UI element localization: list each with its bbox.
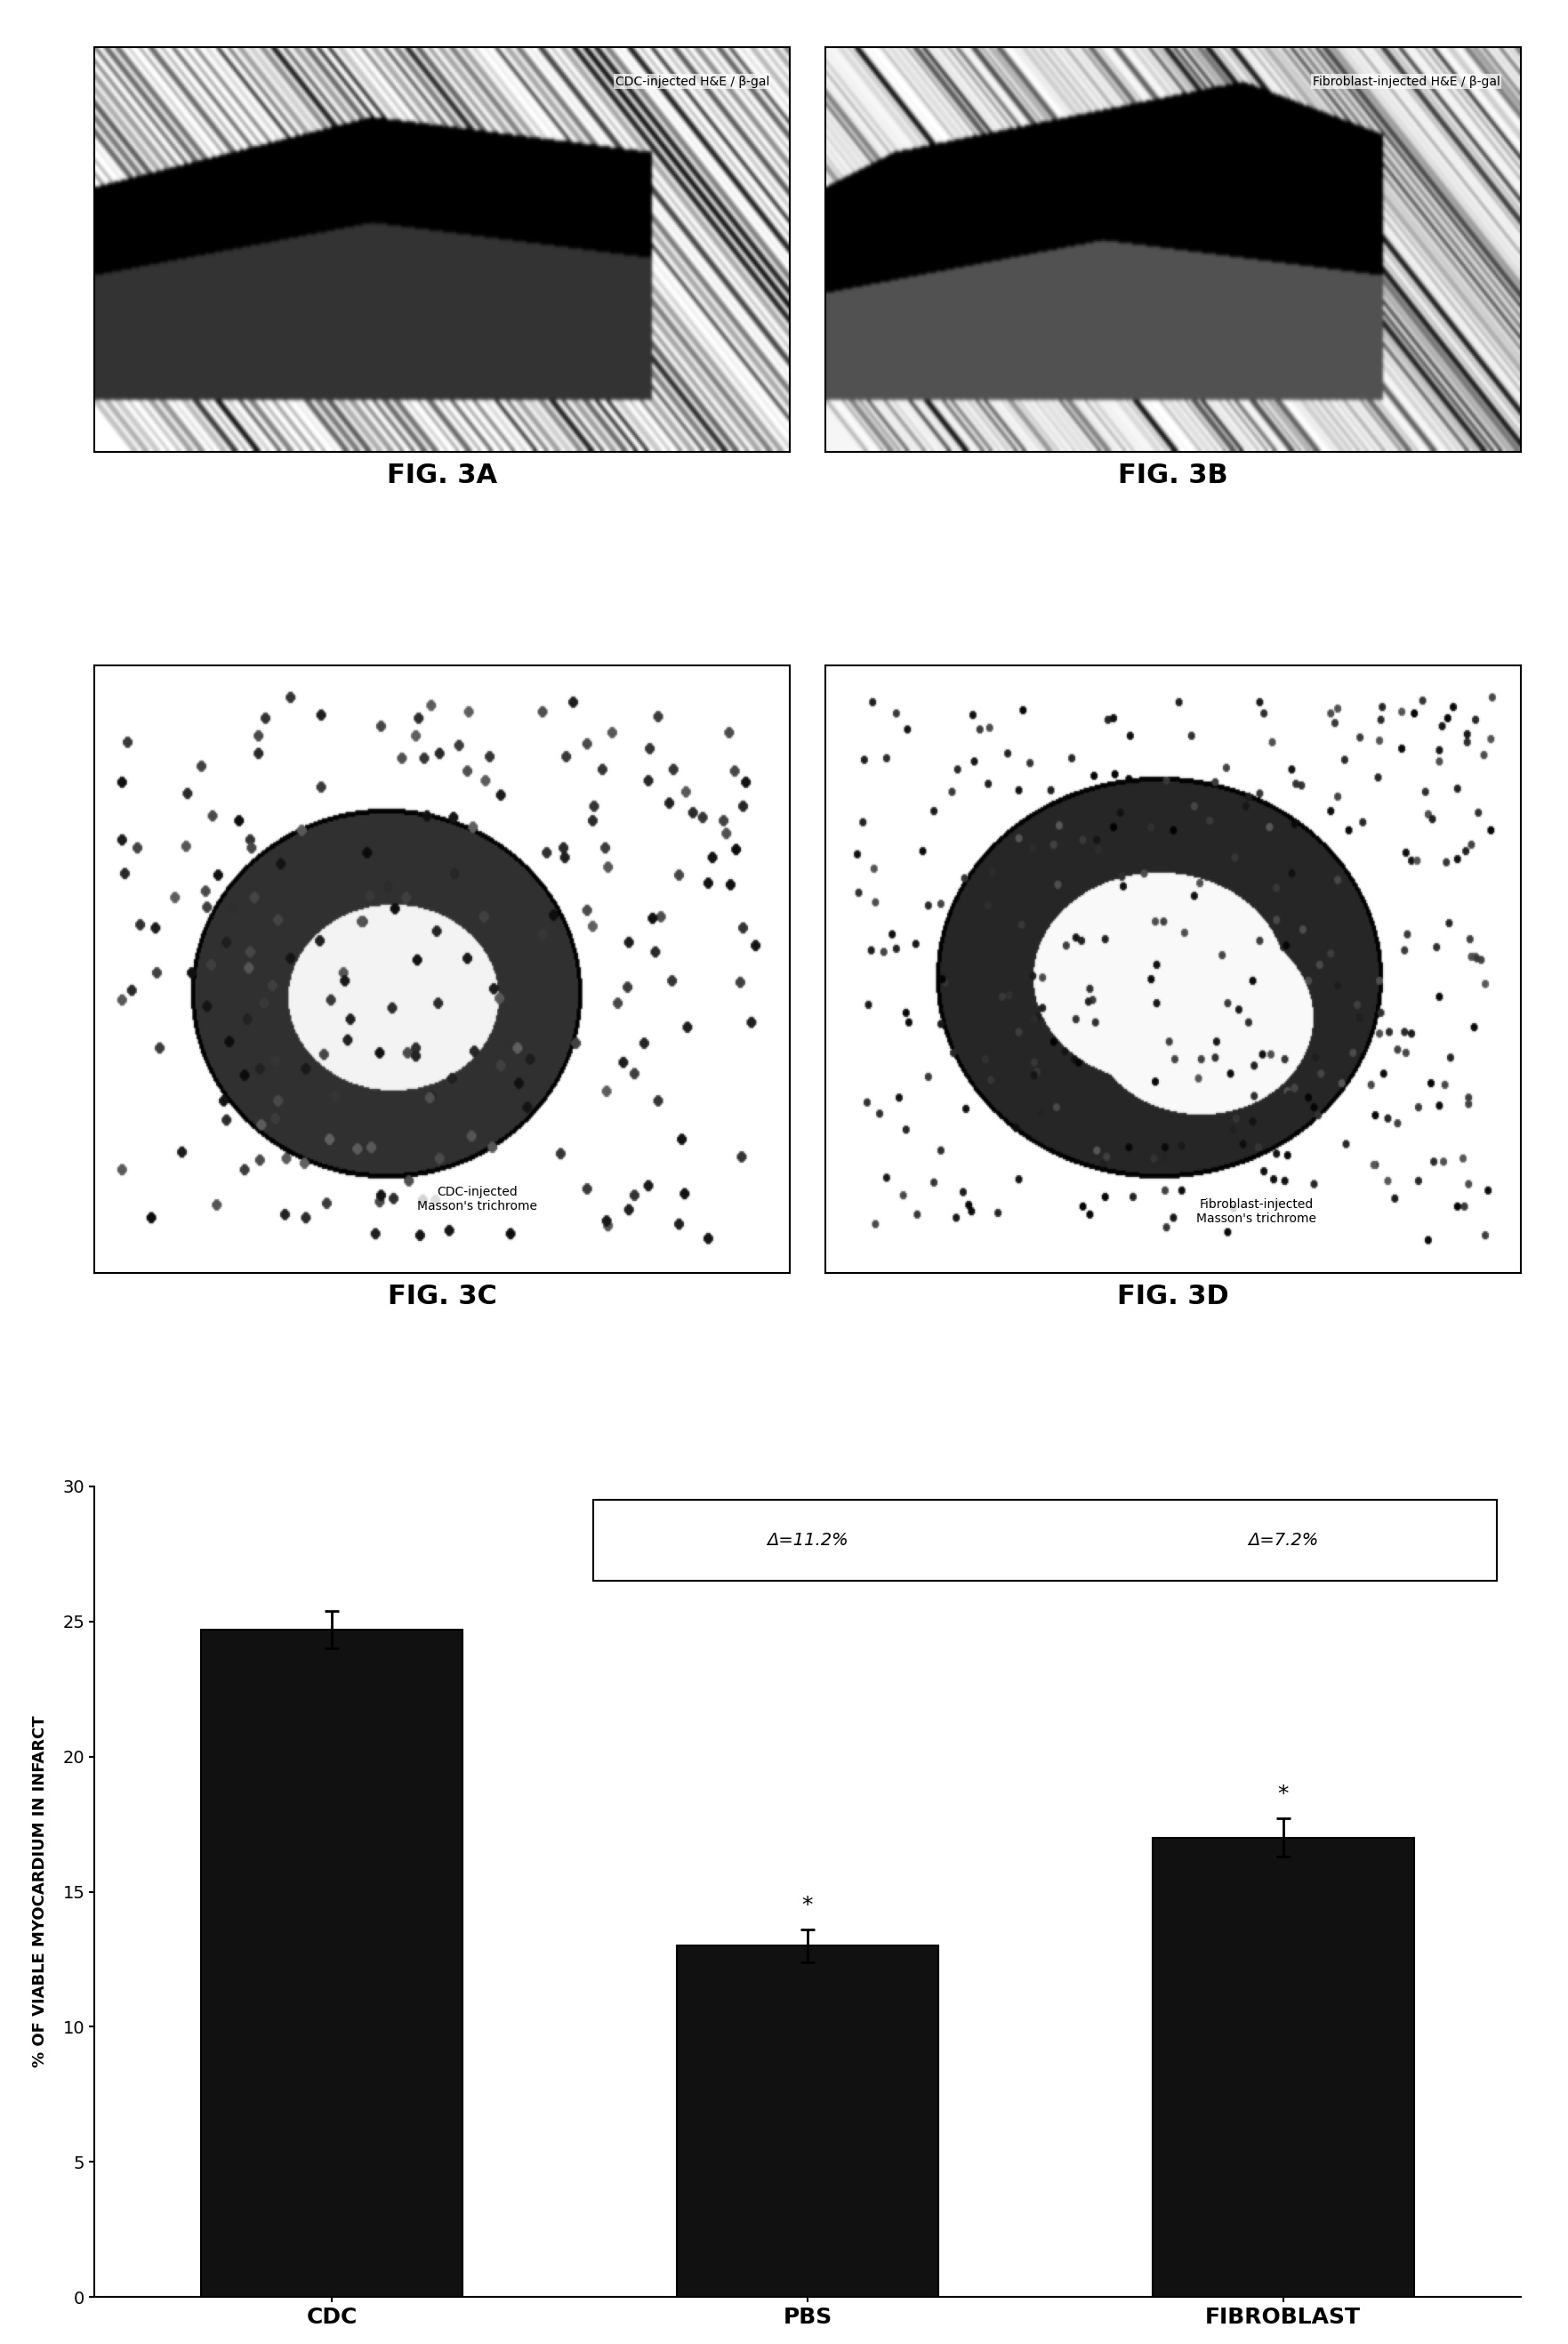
Bar [201,1629,463,2297]
Text: CDC-injected H&E / β-gal: CDC-injected H&E / β-gal [615,75,770,87]
Bar [1152,1838,1414,2297]
Text: Δ=7.2%: Δ=7.2% [1248,1533,1319,1549]
Text: Fibroblast-injected
Masson's trichrome: Fibroblast-injected Masson's trichrome [1196,1198,1317,1224]
Text: Δ=11.2%: Δ=11.2% [767,1533,848,1549]
Bar [677,1946,938,2297]
Text: *: * [1278,1784,1289,1805]
X-axis label: FIG. 3D: FIG. 3D [1116,1282,1229,1308]
FancyBboxPatch shape [593,1500,1497,1580]
Text: *: * [801,1894,814,1915]
X-axis label: FIG. 3B: FIG. 3B [1118,462,1228,488]
X-axis label: FIG. 3A: FIG. 3A [387,462,497,488]
Text: CDC-injected
Masson's trichrome: CDC-injected Masson's trichrome [417,1186,536,1212]
X-axis label: FIG. 3C: FIG. 3C [387,1282,497,1308]
Y-axis label: % OF VIABLE MYOCARDIUM IN INFARCT: % OF VIABLE MYOCARDIUM IN INFARCT [31,1716,49,2067]
Text: Fibroblast-injected H&E / β-gal: Fibroblast-injected H&E / β-gal [1312,75,1501,87]
